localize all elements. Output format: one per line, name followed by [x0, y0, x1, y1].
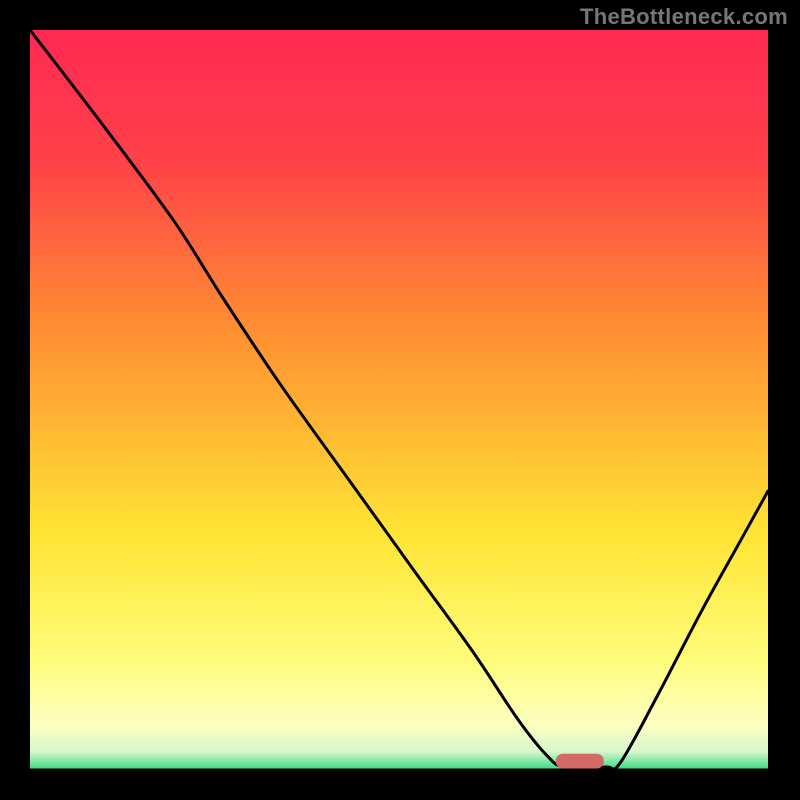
optimal-marker — [556, 754, 604, 769]
chart-frame: TheBottleneck.com — [0, 0, 800, 800]
gradient-background — [30, 30, 768, 770]
watermark-text: TheBottleneck.com — [580, 4, 788, 30]
chart-svg — [30, 30, 768, 770]
chart-plot-area — [30, 30, 768, 770]
